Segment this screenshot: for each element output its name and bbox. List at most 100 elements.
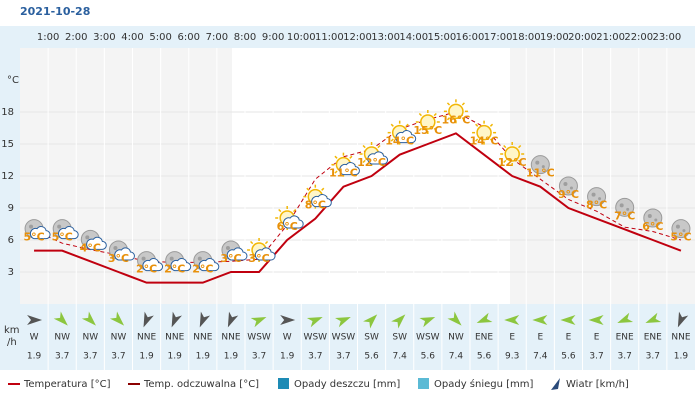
weather-icon	[443, 99, 468, 124]
wind-arrow	[391, 314, 406, 329]
temp-label: 3°C	[248, 252, 269, 265]
weather-icon	[472, 120, 497, 145]
hour-label: 11:00	[315, 32, 344, 43]
cloud	[283, 215, 304, 229]
sun-ray	[377, 144, 381, 149]
moon-crater	[141, 256, 146, 261]
weather-icon	[247, 238, 276, 262]
weather-icon	[275, 206, 304, 230]
temp-label: 8°C	[305, 199, 326, 212]
sun-ray	[503, 144, 507, 149]
temp-label: 6°C	[277, 220, 298, 233]
weather-icon	[303, 184, 332, 209]
wind-speed: 9.3	[505, 352, 519, 362]
wind-direction: E	[509, 333, 515, 343]
sun-ray	[418, 112, 422, 117]
wind-arrow	[227, 311, 239, 328]
wind-direction: SW	[392, 333, 407, 343]
y-tick-label: 15	[1, 139, 14, 150]
moon-crater	[647, 214, 652, 218]
wind-speed: 3.7	[618, 352, 632, 362]
wind-speed: 5.6	[561, 352, 576, 362]
wind-direction: NNE	[193, 333, 212, 343]
wind-speed: 3.7	[83, 352, 97, 362]
weather-icon	[643, 208, 663, 228]
weather-icon	[221, 240, 248, 261]
wind-direction: WSW	[304, 333, 328, 343]
weather-icon	[558, 176, 578, 196]
y-tick-label: 3	[8, 267, 14, 278]
temp-label: 2°C	[136, 263, 157, 276]
wind-speed: 7.4	[393, 352, 408, 362]
legend: Temperatura [°C] Temp. odczuwalna [°C] O…	[8, 378, 629, 390]
wind-arrow	[109, 311, 125, 326]
cloud	[339, 162, 360, 176]
sun-ray	[489, 123, 494, 127]
cloud	[226, 247, 248, 261]
wind-arrow	[27, 315, 43, 325]
y-tick-label: 18	[1, 107, 14, 118]
legend-label: Opady śniegu [mm]	[434, 378, 534, 390]
wind-direction: WSW	[332, 333, 356, 343]
y-unit: °C	[7, 75, 19, 86]
wind-direction: NW	[448, 333, 464, 343]
cloud	[254, 247, 276, 261]
temp-label: 6°C	[642, 220, 663, 233]
wind-arrow	[199, 311, 211, 328]
sun-ray	[306, 187, 310, 191]
legend-swatch	[551, 378, 560, 390]
wind-arrow	[280, 315, 296, 325]
sun-ray	[433, 112, 437, 117]
sun	[448, 103, 464, 120]
sun-ray	[433, 127, 437, 132]
weather-icon	[615, 197, 635, 217]
weather-icon	[52, 219, 79, 240]
weather-icon	[193, 251, 220, 272]
sun-ray	[461, 117, 465, 121]
wind-speed: 1.9	[168, 352, 183, 362]
hour-label: 13:00	[371, 32, 400, 43]
temp-label: 12°C	[498, 156, 527, 169]
temp-label: 14°C	[470, 135, 499, 148]
moon	[558, 176, 578, 196]
sun-ray	[334, 170, 338, 174]
weather-icon	[137, 251, 164, 272]
wind-speed: 1.9	[27, 352, 42, 362]
weather-icon	[671, 219, 691, 239]
sun-ray	[278, 208, 282, 213]
sun-ray	[405, 123, 409, 127]
wind-speed: 5.6	[477, 352, 492, 362]
hour-label: 22:00	[624, 32, 653, 43]
moon-crater	[569, 186, 573, 190]
moon-crater	[197, 256, 202, 261]
legend-swatch	[418, 378, 429, 389]
hour-label: 16:00	[456, 32, 485, 43]
hour-label: 20:00	[568, 32, 597, 43]
legend-swatch	[278, 378, 289, 389]
temp-label: 14°C	[385, 135, 414, 148]
weather-icon	[108, 240, 135, 261]
moon-crater	[619, 203, 624, 208]
moon-crater	[654, 218, 658, 222]
wind-direction: W	[30, 333, 39, 343]
sun-ray	[334, 155, 338, 159]
temp-label: 8°C	[586, 199, 607, 212]
moon-crater	[626, 207, 630, 211]
wind-arrow	[476, 312, 493, 324]
legend-label: Temp. odczuwalna [°C]	[143, 379, 259, 390]
sun-ray	[349, 155, 353, 159]
wind-speed: 1.9	[139, 352, 154, 362]
moon	[643, 208, 663, 228]
moon-crater	[57, 224, 62, 229]
temp-label: 5°C	[52, 231, 73, 244]
sun	[476, 124, 492, 141]
legend-label: Opady deszczu [mm]	[294, 379, 400, 390]
hour-label: 9:00	[262, 32, 284, 43]
wind-arrow	[677, 311, 689, 328]
cloud	[395, 130, 417, 144]
wind-speed: 1.9	[224, 352, 239, 362]
moon	[530, 155, 550, 175]
sun-ray	[475, 138, 479, 142]
wind-direction: NW	[54, 333, 70, 343]
